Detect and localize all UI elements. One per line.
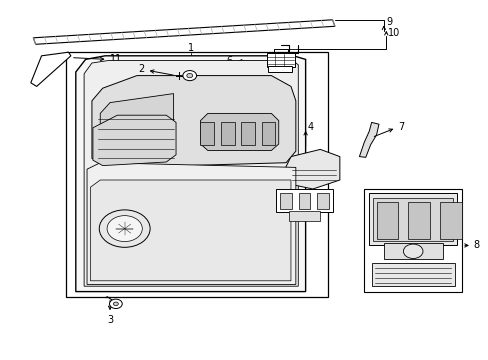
Bar	[364, 189, 461, 292]
Text: 11: 11	[110, 54, 122, 64]
Polygon shape	[90, 180, 290, 281]
Bar	[298, 193, 309, 209]
Polygon shape	[87, 163, 295, 284]
Text: 2: 2	[138, 64, 144, 75]
Bar	[407, 202, 429, 239]
Bar	[371, 263, 454, 286]
Text: 7: 7	[398, 122, 404, 132]
Bar	[368, 193, 456, 245]
Polygon shape	[76, 56, 305, 292]
Circle shape	[109, 299, 122, 309]
Bar	[200, 122, 214, 145]
Text: 1: 1	[187, 42, 193, 53]
Polygon shape	[278, 149, 339, 189]
Bar	[376, 202, 397, 239]
Circle shape	[113, 302, 118, 306]
Polygon shape	[93, 115, 176, 166]
Polygon shape	[359, 122, 378, 157]
Bar	[66, 52, 327, 297]
Polygon shape	[84, 60, 298, 286]
Bar	[372, 198, 452, 241]
Polygon shape	[100, 94, 173, 156]
Polygon shape	[33, 20, 334, 44]
Bar	[280, 193, 291, 209]
Bar	[221, 122, 234, 145]
Text: 8: 8	[472, 240, 479, 251]
Circle shape	[403, 244, 422, 258]
Bar	[316, 193, 328, 209]
Polygon shape	[92, 76, 295, 167]
Text: 5: 5	[234, 196, 240, 206]
Bar	[288, 211, 320, 221]
Text: 4: 4	[306, 122, 313, 132]
Circle shape	[107, 216, 142, 242]
Circle shape	[186, 73, 192, 78]
Bar	[383, 243, 442, 259]
Text: 6: 6	[225, 56, 232, 66]
Circle shape	[99, 210, 150, 247]
Polygon shape	[200, 113, 278, 150]
Text: 10: 10	[387, 28, 399, 38]
Bar	[266, 53, 294, 67]
Bar	[268, 66, 291, 72]
Bar	[276, 189, 332, 212]
Bar	[439, 202, 461, 239]
Circle shape	[183, 71, 196, 81]
Polygon shape	[31, 52, 71, 86]
Text: 9: 9	[386, 17, 392, 27]
Text: 3: 3	[107, 315, 113, 325]
Bar	[241, 122, 254, 145]
Bar	[261, 122, 275, 145]
